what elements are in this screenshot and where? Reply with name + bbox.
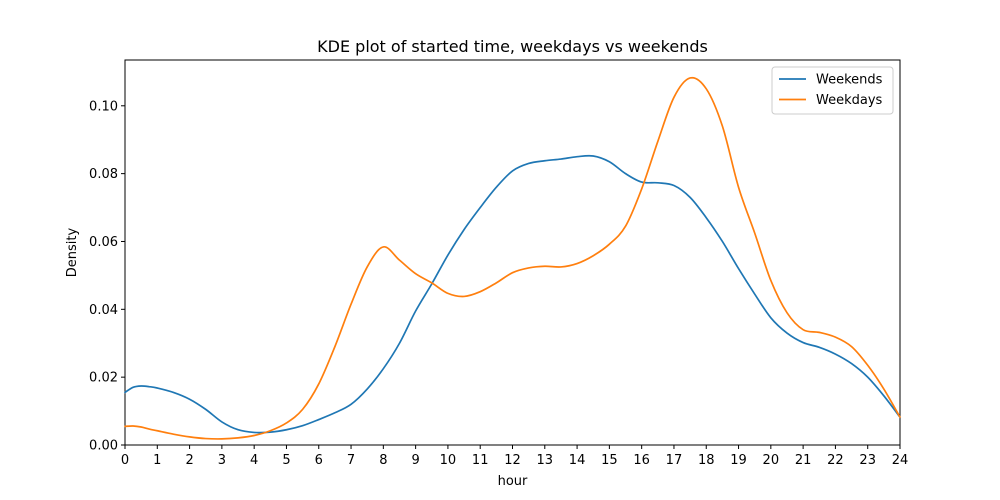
y-axis: 0.00 0.02 0.04 0.06 0.08 0.10 (89, 99, 125, 454)
y-tick-label: 0.00 (89, 439, 118, 454)
plot-frame (124, 59, 901, 446)
legend: Weekends Weekdays (771, 66, 894, 115)
x-tick-label: 5 (282, 453, 290, 468)
x-tick-label: 8 (379, 453, 387, 468)
series-line-weekdays (124, 76, 901, 440)
y-tick-label: 0.06 (89, 235, 118, 250)
x-tick-label: 2 (185, 453, 193, 468)
x-tick-label: 24 (892, 453, 909, 468)
x-tick-label: 22 (827, 453, 844, 468)
x-axis-label: hour (498, 474, 528, 489)
x-tick-label: 6 (315, 453, 323, 468)
x-tick-label: 20 (763, 453, 780, 468)
y-tick-label: 0.08 (89, 167, 118, 182)
x-tick-label: 4 (250, 453, 258, 468)
x-tick-label: 16 (633, 453, 650, 468)
legend-label-weekdays: Weekdays (816, 93, 883, 108)
x-tick-label: 17 (666, 453, 683, 468)
x-tick-label: 0 (121, 453, 129, 468)
series-line-weekends (124, 154, 901, 434)
x-axis: 0 1 2 3 4 5 6 7 8 9 10 11 12 13 14 15 16 17 18 19 20 21 22 23 24 (121, 445, 908, 468)
series-layer (124, 76, 901, 440)
x-tick-label: 10 (440, 453, 457, 468)
x-tick-label: 23 (859, 453, 876, 468)
x-tick-label: 3 (218, 453, 226, 468)
x-tick-label: 19 (730, 453, 747, 468)
x-tick-label: 7 (347, 453, 355, 468)
y-tick-label: 0.10 (89, 99, 118, 114)
x-tick-label: 13 (537, 453, 554, 468)
x-tick-label: 18 (698, 453, 715, 468)
y-tick-label: 0.02 (89, 371, 118, 386)
plot-area (124, 59, 901, 446)
x-tick-label: 14 (569, 453, 586, 468)
chart-title: KDE plot of started time, weekdays vs we… (317, 37, 708, 56)
legend-label-weekends: Weekends (816, 73, 883, 88)
x-tick-label: 9 (411, 453, 419, 468)
x-tick-label: 11 (472, 453, 489, 468)
y-axis-label: Density (65, 227, 80, 277)
x-tick-label: 1 (153, 453, 161, 468)
x-tick-label: 15 (601, 453, 618, 468)
y-tick-label: 0.04 (89, 303, 118, 318)
x-tick-label: 12 (504, 453, 521, 468)
x-tick-label: 21 (795, 453, 812, 468)
